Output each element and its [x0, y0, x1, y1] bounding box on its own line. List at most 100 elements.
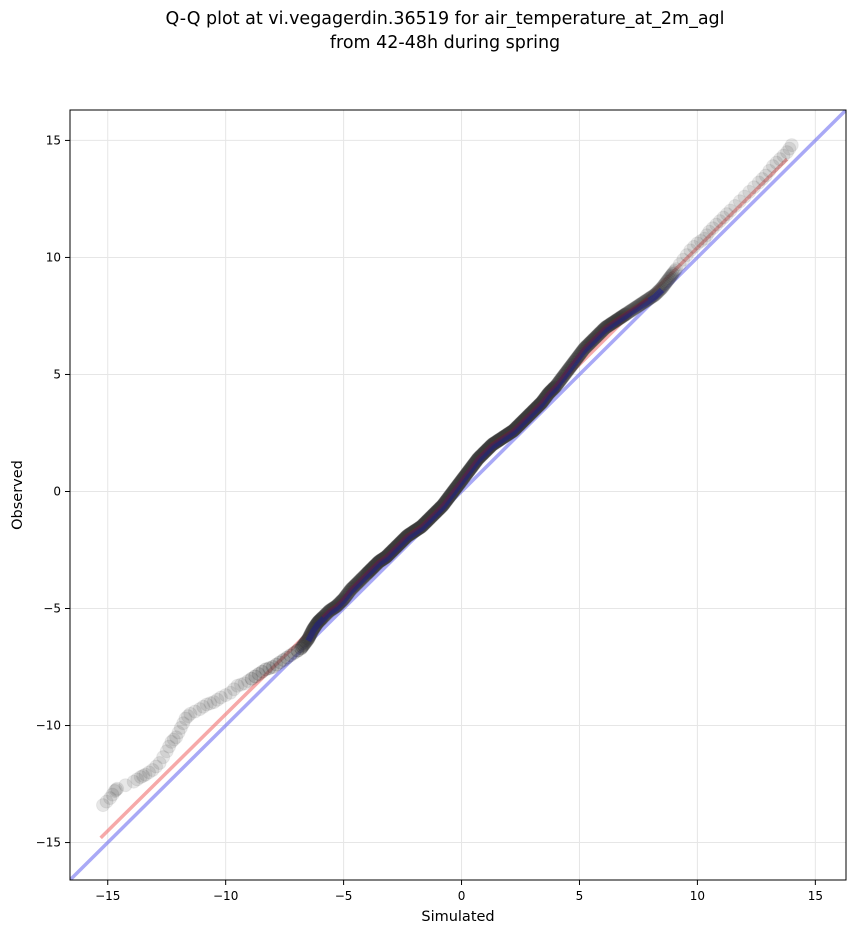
quantile-point [272, 655, 287, 670]
quantile-point [133, 770, 148, 785]
quantile-point [697, 231, 712, 246]
quantile-point [712, 214, 727, 229]
quantile-point [699, 228, 714, 243]
quantile-point [152, 755, 167, 770]
quantile-point [173, 720, 188, 735]
quantile-point [258, 662, 273, 677]
quantile-point [716, 210, 731, 225]
quantile-point [136, 768, 151, 783]
quantile-point [762, 163, 777, 178]
quantile-point [107, 784, 122, 799]
quantile-point [679, 248, 694, 263]
quantile-point [180, 709, 195, 724]
quantile-point [287, 645, 302, 660]
quantile-point [203, 696, 218, 711]
quantile-point [664, 268, 679, 283]
x-tick-label: 15 [808, 889, 823, 903]
quantile-point [138, 767, 153, 782]
quantile-point [156, 750, 171, 765]
quantile-point [269, 657, 284, 672]
quantile-point [166, 732, 181, 747]
quantile-point [223, 685, 238, 700]
x-tick-label: −15 [95, 889, 120, 903]
quantile-point [192, 702, 207, 717]
quantile-point [776, 148, 791, 163]
y-tick-label: 0 [53, 484, 61, 498]
quantile-point [769, 155, 784, 170]
quantile-point [709, 217, 724, 232]
quantile-point [723, 203, 738, 218]
y-tick-label: 5 [53, 367, 61, 381]
quantile-point [732, 194, 747, 209]
plot-frame [69, 109, 847, 881]
quantile-point [765, 159, 780, 174]
quantile-point [149, 759, 164, 774]
x-tick-label: 10 [690, 889, 705, 903]
quantile-point [737, 189, 752, 204]
quantile-point [758, 168, 773, 183]
quantile-point [772, 152, 787, 167]
quantile-point [295, 639, 310, 654]
quantile-point [218, 688, 233, 703]
quantile-point [234, 677, 248, 692]
quantile-point [206, 695, 221, 710]
quantile-point [118, 778, 133, 793]
quantile-point [255, 664, 270, 679]
quantile-point [251, 667, 266, 682]
central-density-band [305, 287, 665, 643]
x-tick-label: −5 [335, 889, 353, 903]
y-axis-ticks: −15 −10 −5 0 5 10 15 [36, 133, 70, 850]
x-axis-ticks: −15 −10 −5 0 5 10 15 [95, 880, 823, 903]
quantile-point [105, 787, 120, 802]
quantile-point [780, 145, 795, 160]
quantile-point [294, 641, 309, 656]
quantile-point [176, 716, 191, 731]
quantile-point [188, 704, 203, 719]
quantile-point [672, 257, 687, 272]
quantile-point [213, 690, 228, 705]
y-tick-label: 10 [46, 250, 61, 264]
quantile-point [702, 224, 717, 239]
quantile-point [728, 198, 743, 213]
quantile-point [130, 772, 145, 787]
quantile-point [683, 243, 698, 258]
chart-title-line2: from 42-48h during spring [330, 33, 560, 53]
quantile-point [126, 774, 141, 789]
grid-lines [70, 110, 846, 880]
quantile-point [751, 175, 766, 190]
quantile-point [693, 234, 708, 249]
quantile-point [171, 725, 186, 740]
quantile-point [145, 763, 160, 777]
x-axis-label: Simulated [421, 909, 494, 925]
quantile-point [183, 706, 198, 721]
quantile-point [719, 207, 734, 222]
quantile-point [280, 650, 294, 665]
y-axis-label: Observed [10, 460, 26, 530]
quantile-point [290, 643, 305, 658]
quantile-point [276, 653, 291, 667]
quantile-point [662, 271, 677, 286]
quantile-point [659, 274, 674, 289]
quantile-point [784, 138, 799, 153]
quantile-point [705, 221, 720, 236]
quantile-point [668, 263, 682, 278]
x-tick-label: 0 [458, 889, 466, 903]
quantile-point [196, 699, 211, 714]
quantile-point [660, 273, 675, 288]
quantile-point [241, 674, 256, 689]
quantile-point [663, 269, 678, 284]
quantile-point [230, 678, 245, 693]
quantile-point [265, 660, 280, 675]
quantile-point [755, 172, 770, 187]
quantile-point [103, 791, 118, 806]
central-density-band-red [321, 297, 649, 618]
y-tick-label: −5 [43, 602, 61, 616]
quantile-point [210, 692, 225, 707]
y-tick-label: −15 [36, 836, 61, 850]
quantile-point [164, 734, 179, 749]
quantile-point [782, 141, 797, 156]
quantile-point [658, 276, 673, 291]
quantile-point [747, 180, 762, 195]
quantile-point [248, 669, 263, 684]
